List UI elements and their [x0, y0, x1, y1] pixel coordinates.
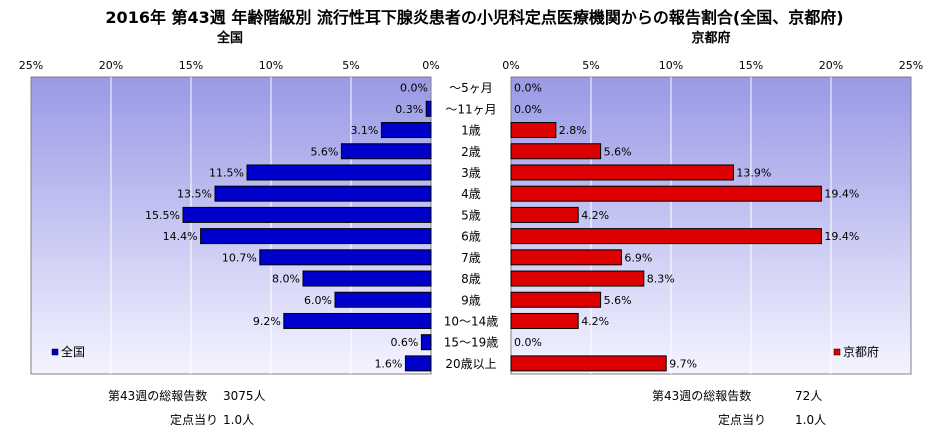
- kyoto-tick-label: 0%: [502, 59, 519, 72]
- category-label: ～5ヶ月: [449, 81, 493, 95]
- national-bar: [200, 228, 432, 245]
- national-bar: [425, 100, 432, 117]
- national-per-label: 定点当り: [170, 413, 219, 427]
- national-bar: [334, 291, 432, 308]
- national-data-label: 8.0%: [272, 273, 300, 286]
- kyoto-bar: [510, 185, 822, 202]
- kyoto-bar: [510, 228, 822, 245]
- national-data-label: 3.1%: [350, 124, 378, 137]
- kyoto-data-label: 5.6%: [604, 294, 632, 307]
- kyoto-data-label: 5.6%: [604, 145, 632, 158]
- kyoto-data-label: 6.9%: [624, 251, 652, 264]
- kyoto-tick-label: 10%: [659, 59, 683, 72]
- national-bar: [404, 355, 432, 372]
- kyoto-plot-area: [510, 76, 912, 375]
- national-bar: [214, 185, 432, 202]
- kyoto-per-label: 定点当り: [718, 413, 767, 427]
- national-data-label: 14.4%: [163, 230, 198, 243]
- kyoto-tick-label: 25%: [899, 59, 923, 72]
- national-data-label: 1.6%: [374, 357, 402, 370]
- national-data-label: 0.3%: [395, 103, 423, 116]
- national-bar: [182, 206, 432, 223]
- kyoto-data-label: 4.2%: [581, 315, 609, 328]
- category-label: 9歳: [461, 293, 481, 307]
- category-label: 20歳以上: [445, 357, 496, 371]
- kyoto-bar: [510, 312, 579, 329]
- kyoto-bar: [510, 122, 557, 139]
- national-bar: [340, 143, 432, 160]
- national-tick-label: 15%: [179, 59, 203, 72]
- national-tick-label: 20%: [99, 59, 123, 72]
- national-bar: [259, 249, 432, 266]
- national-tick-label: 25%: [19, 59, 43, 72]
- national-bar: [283, 312, 432, 329]
- national-legend-label: 全国: [61, 344, 85, 359]
- kyoto-data-label: 0.0%: [514, 103, 542, 116]
- national-data-label: 0.0%: [400, 82, 428, 95]
- kyoto-data-label: 19.4%: [824, 230, 859, 243]
- kyoto-per-value: 1.0人: [795, 413, 827, 427]
- national-bar: [380, 122, 432, 139]
- national-data-label: 6.0%: [304, 294, 332, 307]
- category-label: 1歳: [461, 124, 481, 138]
- category-label: 7歳: [461, 251, 481, 265]
- kyoto-bar: [510, 206, 579, 223]
- national-data-label: 5.6%: [310, 145, 338, 158]
- category-label: 5歳: [461, 208, 481, 222]
- kyoto-data-label: 9.7%: [669, 357, 697, 370]
- category-label: 10～14歳: [444, 314, 499, 328]
- kyoto-data-label: 0.0%: [514, 336, 542, 349]
- kyoto-tick-label: 5%: [582, 59, 599, 72]
- kyoto-bar: [510, 355, 667, 372]
- kyoto-bar: [510, 249, 622, 266]
- kyoto-data-label: 8.3%: [647, 273, 675, 286]
- kyoto-bar: [510, 270, 645, 287]
- national-data-label: 10.7%: [222, 251, 257, 264]
- kyoto-bar: [510, 291, 602, 308]
- kyoto-panel-title: 京都府: [691, 31, 731, 46]
- kyoto-data-label: 4.2%: [581, 209, 609, 222]
- national-bar: [302, 270, 432, 287]
- kyoto-legend-swatch: [833, 348, 841, 356]
- national-bar: [420, 334, 432, 351]
- national-total-label: 第43週の総報告数: [108, 389, 208, 403]
- national-bar: [246, 164, 432, 181]
- kyoto-bar: [510, 164, 734, 181]
- national-data-label: 0.6%: [390, 336, 418, 349]
- national-plot-area: [30, 76, 432, 375]
- national-tick-label: 0%: [422, 59, 439, 72]
- national-tick-label: 5%: [342, 59, 359, 72]
- kyoto-data-label: 2.8%: [559, 124, 587, 137]
- kyoto-data-label: 0.0%: [514, 82, 542, 95]
- category-label: 3歳: [461, 166, 481, 180]
- national-tick-label: 10%: [259, 59, 283, 72]
- kyoto-tick-label: 20%: [819, 59, 843, 72]
- kyoto-total-value: 72人: [795, 389, 823, 403]
- kyoto-data-label: 19.4%: [824, 188, 859, 201]
- category-label: 6歳: [461, 230, 481, 244]
- category-label: 8歳: [461, 272, 481, 286]
- national-data-label: 9.2%: [253, 315, 281, 328]
- national-data-label: 15.5%: [145, 209, 180, 222]
- chart-title: 2016年 第43週 年齢階級別 流行性耳下腺炎患者の小児科定点医療機関からの報…: [105, 8, 844, 27]
- kyoto-data-label: 13.9%: [736, 166, 771, 179]
- national-panel-title: 全国: [216, 31, 243, 46]
- national-total-value: 3075人: [223, 389, 266, 403]
- kyoto-total-label: 第43週の総報告数: [652, 389, 752, 403]
- category-label: 2歳: [461, 145, 481, 159]
- category-label: ～11ヶ月: [445, 102, 496, 116]
- kyoto-bar: [510, 143, 602, 160]
- category-label: 15～19歳: [444, 336, 499, 350]
- national-data-label: 13.5%: [177, 188, 212, 201]
- category-label: 4歳: [461, 187, 481, 201]
- national-data-label: 11.5%: [209, 166, 244, 179]
- kyoto-tick-label: 15%: [739, 59, 763, 72]
- kyoto-legend-label: 京都府: [843, 344, 879, 359]
- national-legend-swatch: [51, 348, 59, 356]
- national-per-value: 1.0人: [223, 413, 255, 427]
